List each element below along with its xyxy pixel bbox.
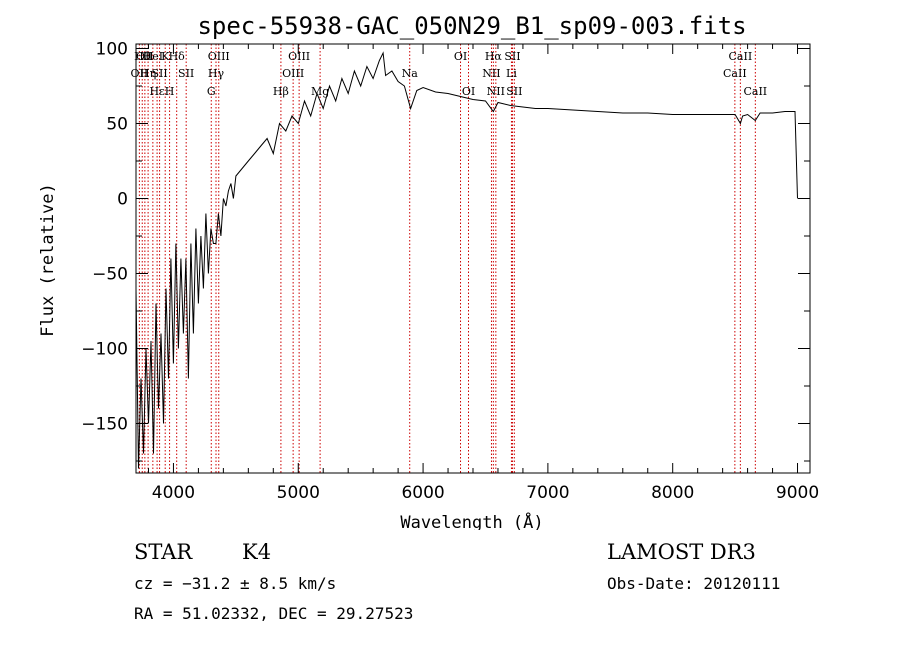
spectral-line-label-2: OII [136,50,154,63]
spectral-line-label-10: SII [178,67,194,80]
y-tick-label-4: 50 [106,115,128,135]
y-axis-label: Flux (relative) [38,183,58,337]
spectral-line-label-1: Hθ [134,50,151,63]
spectrum-chart: spec-55938-GAC_050N29_B1_sp09-003.fits O… [38,12,819,530]
spectral-lines-layer [138,44,756,473]
spectral-line-label-28: CaII [729,50,753,63]
y-tick-label-0: −150 [81,415,128,435]
spectral-line-label-25: SII [504,50,520,63]
x-tick-label-2: 6000 [401,483,444,503]
spectral-line-labels: OIIHθOIIHηHeIHεSIIKHHδSIIGHγOIIIHβOIIIOI… [131,50,768,98]
redshift-velocity: cz = −31.2 ± 8.5 km/s [134,574,337,593]
spectral-line-label-5: Hε [149,85,165,98]
spectral-line-label-17: Mg [311,85,329,98]
spectral-line-label-14: Hβ [273,85,289,98]
spectral-line-label-15: OIII [282,67,304,80]
spectral-line-label-23: NII [487,85,505,98]
x-tick-label-5: 9000 [776,483,819,503]
spectral-line-label-20: OI [462,85,475,98]
x-axis-label: Wavelength (Å) [400,511,543,530]
y-tick-label-2: −50 [92,265,128,285]
observation-date: Obs-Date: 20120111 [607,574,781,593]
y-tick-label-1: −100 [81,340,128,360]
spectral-line-label-6: SII [151,67,167,80]
x-tick-label-4: 8000 [651,483,694,503]
x-tick-label-1: 5000 [277,483,320,503]
spectral-line-label-22: Hα [485,50,503,63]
y-tick-label-3: 0 [117,190,128,210]
spectral-line-label-26: SII [506,85,522,98]
coordinates: RA = 51.02332, DEC = 29.27523 [134,604,414,623]
spectral-line-label-13: OIII [208,50,230,63]
object-subclass: K4 [242,540,272,564]
spectrum-series-line [135,51,798,469]
spectral-line-label-27: CaII [723,67,747,80]
survey-name: LAMOST DR3 [607,540,756,564]
spectral-line-label-29: CaII [743,85,767,98]
spectral-line-label-4: HeI [143,50,163,63]
spectral-line-label-16: OIII [288,50,310,63]
x-tick-label-0: 4000 [152,483,195,503]
spectral-line-label-18: Na [402,67,419,80]
object-class: STAR [134,540,193,564]
spectral-line-label-8: H [165,85,175,98]
chart-title: spec-55938-GAC_050N29_B1_sp09-003.fits [197,12,746,40]
spectral-line-label-9: Hδ [169,50,186,63]
x-tick-label-3: 7000 [526,483,569,503]
spectral-line-label-3: Hη [140,67,156,80]
spectral-line-label-19: OI [454,50,467,63]
spectral-line-label-11: G [207,85,216,98]
spectral-line-label-0: OII [131,67,149,80]
spectral-line-label-7: K [161,50,170,63]
spectral-line-label-24: Li [506,67,517,80]
spectral-line-label-21: NII [482,67,500,80]
spectral-line-label-12: Hγ [208,67,225,80]
plot-frame [135,43,811,474]
axis-ticks: 4000 5000 6000 7000 8000 9000 −150 −100 −50 0 50 10… [81,40,819,504]
y-tick-label-5: 100 [96,40,128,60]
